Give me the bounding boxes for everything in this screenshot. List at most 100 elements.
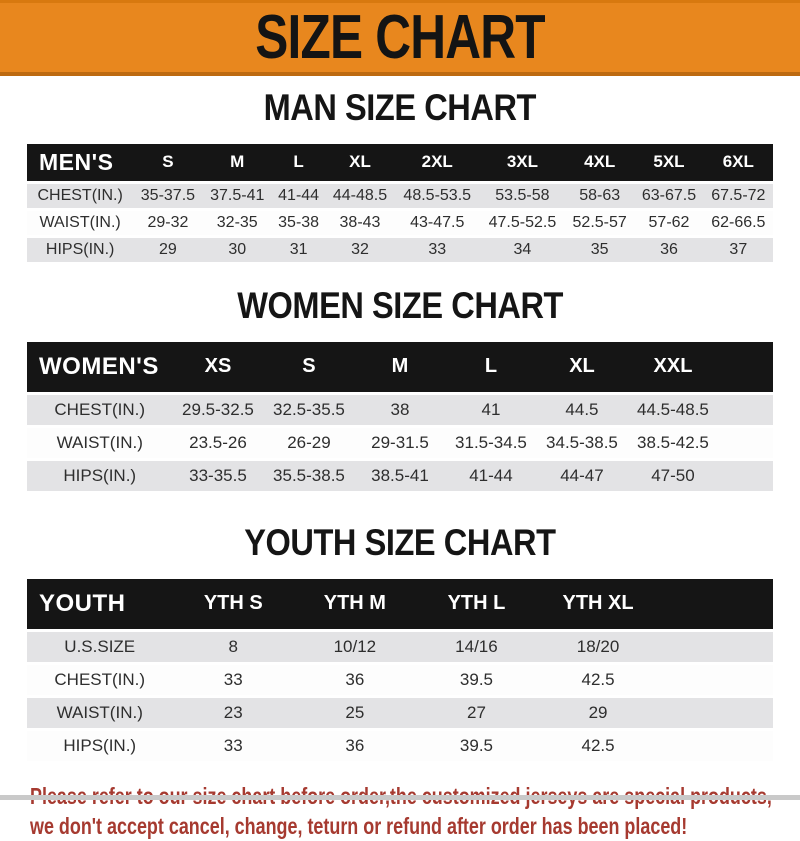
size-value-cell: 33 [172,730,295,761]
size-col-header: 5XL [634,143,704,181]
men-header-row: MEN'S S M L XL 2XL 3XL 4XL 5XL 6XL [27,143,773,181]
size-col-header: 3XL [479,143,566,181]
size-value-cell: 35-38 [271,210,326,235]
filler-cell [658,697,773,728]
men-size-table: MEN'S S M L XL 2XL 3XL 4XL 5XL 6XL CHEST… [27,141,773,265]
size-value-cell: 31 [271,237,326,262]
filler-cell [658,578,773,629]
man-section-title: MAN SIZE CHART [0,87,800,128]
size-col-header: 4XL [565,143,635,181]
size-value-cell: 33-35.5 [172,460,264,491]
filler-cell [718,460,773,491]
size-value-cell: 36 [294,730,416,761]
table-row-waist: WAIST(IN.) 29-32 32-35 35-38 38-43 43-47… [27,210,773,235]
size-value-cell: 44-47 [536,460,628,491]
filler-cell [658,631,773,662]
women-section-title-text: WOMEN SIZE CHART [237,284,563,326]
size-value-cell: 35.5-38.5 [263,460,355,491]
size-value-cell: 42.5 [537,730,659,761]
size-col-header: XXL [627,341,719,392]
table-row-hips: HIPS(IN.) 29 30 31 32 33 34 35 36 37 [27,237,773,262]
row-label: HIPS(IN.) [27,237,134,262]
size-col-header: S [133,143,203,181]
size-value-cell: 41-44 [445,460,537,491]
size-col-header: XS [172,341,264,392]
table-row-waist: WAIST(IN.) 23 25 27 29 [27,697,773,728]
size-value-cell: 29-32 [133,210,203,235]
footer-line-2: we don't accept cancel, change, teturn o… [30,812,688,839]
size-value-cell: 37.5-41 [202,183,272,208]
size-col-header: S [263,341,355,392]
size-value-cell: 33 [394,237,480,262]
size-value-cell: 32.5-35.5 [263,394,355,425]
size-value-cell: 33 [172,664,295,695]
size-value-cell: 44.5-48.5 [627,394,719,425]
filler-cell [718,394,773,425]
table-row-chest: CHEST(IN.) 35-37.5 37.5-41 41-44 44-48.5… [27,183,773,208]
table-row-chest: CHEST(IN.) 33 36 39.5 42.5 [27,664,773,695]
women-header-row: WOMEN'S XS S M L XL XXL [27,341,773,392]
row-label: U.S.SIZE [27,631,173,662]
size-col-header: YTH S [172,578,295,629]
youth-section-title-text: YOUTH SIZE CHART [244,521,556,563]
size-value-cell: 8 [172,631,295,662]
row-label: CHEST(IN.) [27,394,173,425]
filler-cell [718,427,773,458]
size-value-cell: 44-48.5 [325,183,395,208]
row-label: WAIST(IN.) [27,697,173,728]
size-value-cell: 10/12 [294,631,416,662]
size-value-cell: 34 [479,237,566,262]
size-col-header: L [271,143,326,181]
size-value-cell: 32-35 [202,210,272,235]
size-value-cell: 31.5-34.5 [445,427,537,458]
size-col-header: M [202,143,272,181]
women-size-table: WOMEN'S XS S M L XL XXL CHEST(IN.) 29.5-… [27,339,773,494]
size-value-cell: 38-43 [325,210,395,235]
size-value-cell: 36 [294,664,416,695]
size-col-header: XL [536,341,628,392]
filler-cell [718,341,773,392]
row-label: WAIST(IN.) [27,427,173,458]
row-label: WAIST(IN.) [27,210,134,235]
row-label: CHEST(IN.) [27,183,134,208]
size-value-cell: 36 [634,237,704,262]
filler-cell [658,664,773,695]
row-label: CHEST(IN.) [27,664,173,695]
size-value-cell: 32 [325,237,395,262]
size-col-header: YTH L [415,578,538,629]
size-value-cell: 25 [294,697,416,728]
size-value-cell: 37 [703,237,773,262]
size-value-cell: 62-66.5 [703,210,773,235]
women-corner-label: WOMEN'S [27,341,173,392]
size-value-cell: 47-50 [627,460,719,491]
size-value-cell: 27 [415,697,538,728]
size-value-cell: 26-29 [263,427,355,458]
bottom-strip [0,795,800,800]
women-section-title: WOMEN SIZE CHART [0,284,800,326]
youth-section-title: YOUTH SIZE CHART [0,521,800,563]
filler-cell [658,730,773,761]
size-col-header: 6XL [703,143,773,181]
size-value-cell: 42.5 [537,664,659,695]
size-value-cell: 48.5-53.5 [394,183,480,208]
size-value-cell: 29.5-32.5 [172,394,264,425]
table-row-chest: CHEST(IN.) 29.5-32.5 32.5-35.5 38 41 44.… [27,394,773,425]
size-value-cell: 44.5 [536,394,628,425]
size-value-cell: 29-31.5 [354,427,446,458]
footer-note: Please refer to our size chart before or… [30,781,800,841]
size-value-cell: 39.5 [415,730,538,761]
size-value-cell: 38.5-42.5 [627,427,719,458]
size-value-cell: 43-47.5 [394,210,480,235]
size-value-cell: 23 [172,697,295,728]
size-col-header: YTH M [294,578,416,629]
size-value-cell: 57-62 [634,210,704,235]
size-col-header: L [445,341,537,392]
size-value-cell: 29 [537,697,659,728]
size-value-cell: 30 [202,237,272,262]
size-value-cell: 58-63 [565,183,635,208]
size-value-cell: 38 [354,394,446,425]
size-value-cell: 14/16 [415,631,538,662]
row-label: HIPS(IN.) [27,730,173,761]
size-value-cell: 63-67.5 [634,183,704,208]
man-section-title-text: MAN SIZE CHART [263,87,537,128]
